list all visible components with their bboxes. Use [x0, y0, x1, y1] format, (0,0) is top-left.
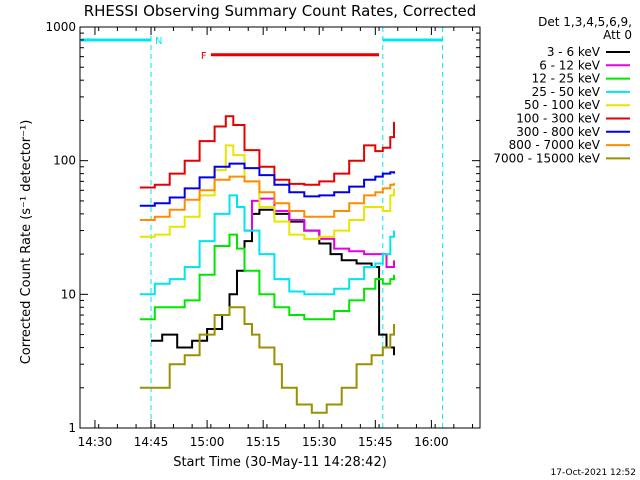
annotation-label-N: N	[155, 36, 162, 47]
series-group	[139, 115, 395, 414]
legend-header-line-2: Att 0	[603, 28, 632, 42]
y-axis-label: Corrected Count Rate (s⁻¹ detector⁻¹)	[19, 120, 34, 365]
series-line	[139, 175, 395, 221]
y-tick-label: 10	[61, 287, 76, 301]
plot-frame	[79, 26, 481, 429]
legend-entry-label: 3 - 6 keV	[547, 45, 601, 59]
x-tick-label: 15:00	[190, 435, 225, 449]
legend-entry-label: 12 - 25 keV	[532, 72, 601, 86]
chart-title: RHESSI Observing Summary Count Rates, Co…	[84, 2, 477, 20]
x-tick-label: 15:30	[302, 435, 337, 449]
timestamp: 17-Oct-2021 12:52	[551, 468, 636, 478]
legend-entry-label: 25 - 50 keV	[532, 85, 601, 99]
x-tick-label: 14:30	[78, 435, 113, 449]
annotations: NF	[81, 27, 444, 428]
y-tick-label: 1000	[45, 20, 76, 34]
legend-entry-label: 100 - 300 keV	[516, 112, 600, 126]
legend-entry-label: 7000 - 15000 keV	[493, 151, 600, 165]
series-line	[139, 194, 395, 296]
series-line	[139, 115, 395, 189]
y-tick-label: 100	[53, 154, 76, 168]
legend-entry-label: 800 - 7000 keV	[509, 138, 601, 152]
annotation-label-F: F	[201, 51, 207, 62]
series-line	[139, 162, 395, 207]
x-axis: 14:30 14:45 15:00 15:15 15:30 15:45 16:00	[78, 27, 474, 449]
series-line	[139, 233, 395, 321]
legend-entry-label: 6 - 12 keV	[539, 58, 601, 72]
x-tick-label: 16:00	[414, 435, 449, 449]
x-tick-label: 14:45	[134, 435, 169, 449]
legend-entry-label: 50 - 100 keV	[524, 98, 601, 112]
y-tick-label: 1	[68, 421, 76, 435]
x-tick-label: 15:15	[246, 435, 281, 449]
y-axis: 1 10 100 1000	[45, 20, 480, 435]
legend-header-line-1: Det 1,3,4,5,6,9,	[538, 15, 632, 29]
series-line	[139, 306, 395, 414]
series-line	[151, 208, 395, 356]
series-line	[139, 144, 395, 240]
x-tick-label: 15:45	[358, 435, 393, 449]
x-axis-label: Start Time (30-May-11 14:28:42)	[173, 455, 387, 470]
legend-entry-label: 300 - 800 keV	[516, 125, 600, 139]
